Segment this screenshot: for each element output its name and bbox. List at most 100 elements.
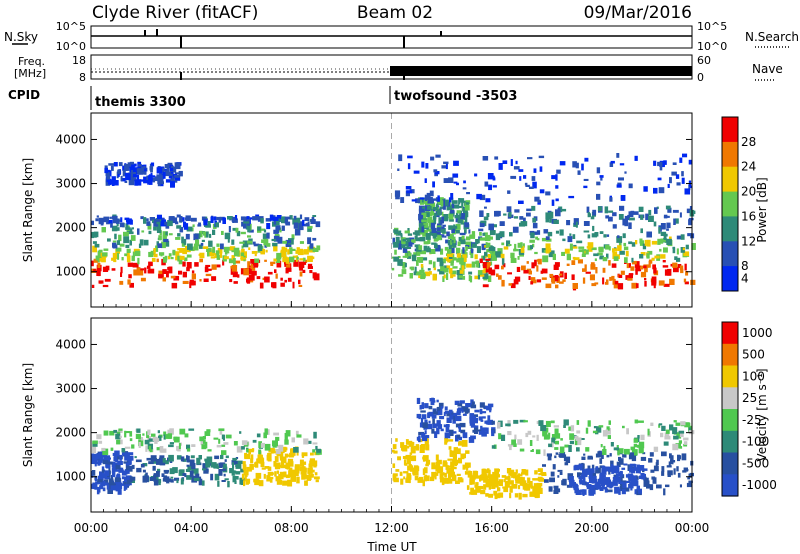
velocity-cell [268,476,274,480]
velocity-cell [638,420,644,423]
velocity-cell [279,456,285,461]
power-cell [461,201,464,208]
power-cell [166,167,170,173]
velocity-cell [428,405,433,410]
power-cell [551,199,555,206]
velocity-cell [483,480,489,483]
power-cell [536,230,541,235]
power-cell [424,212,430,217]
power-y-tick-label: 1000 [55,265,86,279]
velocity-cell [111,471,116,478]
velocity-cell [470,487,474,493]
velocity-cell [463,453,466,459]
velocity-cell [158,457,164,462]
velocity-cell [520,477,525,484]
velocity-cell [419,422,423,428]
power-cell [434,173,438,177]
power-cell [562,279,566,282]
velocity-cell [310,464,313,471]
velocity-cell [455,435,459,442]
power-cell [273,245,278,252]
power-cell [126,248,131,253]
power-cell [181,242,186,247]
power-cell [193,243,199,251]
velocity-cell [186,464,190,467]
velocity-cell [575,489,582,495]
velocity-cell [418,438,423,443]
velocity-cell [411,442,414,448]
velocity-cell [439,466,444,473]
power-cell [299,241,304,244]
velocity-cell [315,479,319,483]
power-cell [416,251,421,256]
power-cell [122,165,125,171]
power-cell [125,223,129,228]
power-cell [155,245,159,252]
velocity-cell [643,477,649,482]
velocity-cell [469,423,475,426]
power-cell [501,265,504,270]
velocity-cell [316,448,321,453]
velocity-cell [413,465,419,470]
nsearch-tick-top: 10^5 [697,20,727,33]
power-cell [243,218,246,223]
velocity-cell [123,481,127,485]
power-cell [653,187,658,194]
power-cell [419,269,425,274]
power-cell [487,261,491,267]
power-cell [237,274,240,278]
velocity-cell [431,414,437,419]
power-cell [289,256,295,263]
velocity-cell [92,443,98,447]
velocity-cell [168,454,174,462]
velocity-cell [602,479,606,484]
velocity-cell [152,436,158,442]
velocity-cell [595,467,601,474]
power-cell [254,254,257,257]
velocity-cell [564,462,569,466]
power-cell [297,248,303,252]
power-cell [407,252,412,257]
power-cell [522,243,525,248]
velocity-cell [400,442,405,448]
power-cell [688,219,692,226]
power-cell [599,175,604,178]
power-cell [457,241,461,247]
velocity-cell [610,460,614,467]
power-cell [438,217,442,225]
power-cell [488,223,494,231]
power-cell [232,217,235,223]
velocity-cell [121,476,125,480]
power-cell [150,162,155,167]
power-cell [676,235,682,240]
power-cell [541,268,548,274]
power-cell [494,210,500,217]
power-cell [597,252,603,256]
power-cell [297,249,304,256]
velocity-cell [605,466,610,471]
x-tick-label: 04:00 [174,521,209,535]
power-cell [640,252,646,256]
velocity-cell [431,462,436,470]
power-cell [114,180,119,186]
power-cell [646,239,651,247]
velocity-cell [682,470,687,473]
power-cell [412,232,416,235]
power-cell [99,252,102,257]
power-cell [103,216,109,222]
velocity-cell [522,493,528,498]
power-cell [680,234,685,240]
velocity-cell [491,484,496,489]
power-cell [122,169,126,177]
velocity-cell [633,443,637,448]
velocity-cell [142,469,146,473]
power-cell [273,218,280,226]
power-cell [499,221,505,226]
velocity-cell [676,432,682,439]
velocity-cell [558,454,564,458]
velocity-cell [469,416,475,424]
velocity-cell [248,451,251,455]
power-cell [124,164,130,171]
power-cell [132,177,137,182]
power-cell [508,212,512,217]
